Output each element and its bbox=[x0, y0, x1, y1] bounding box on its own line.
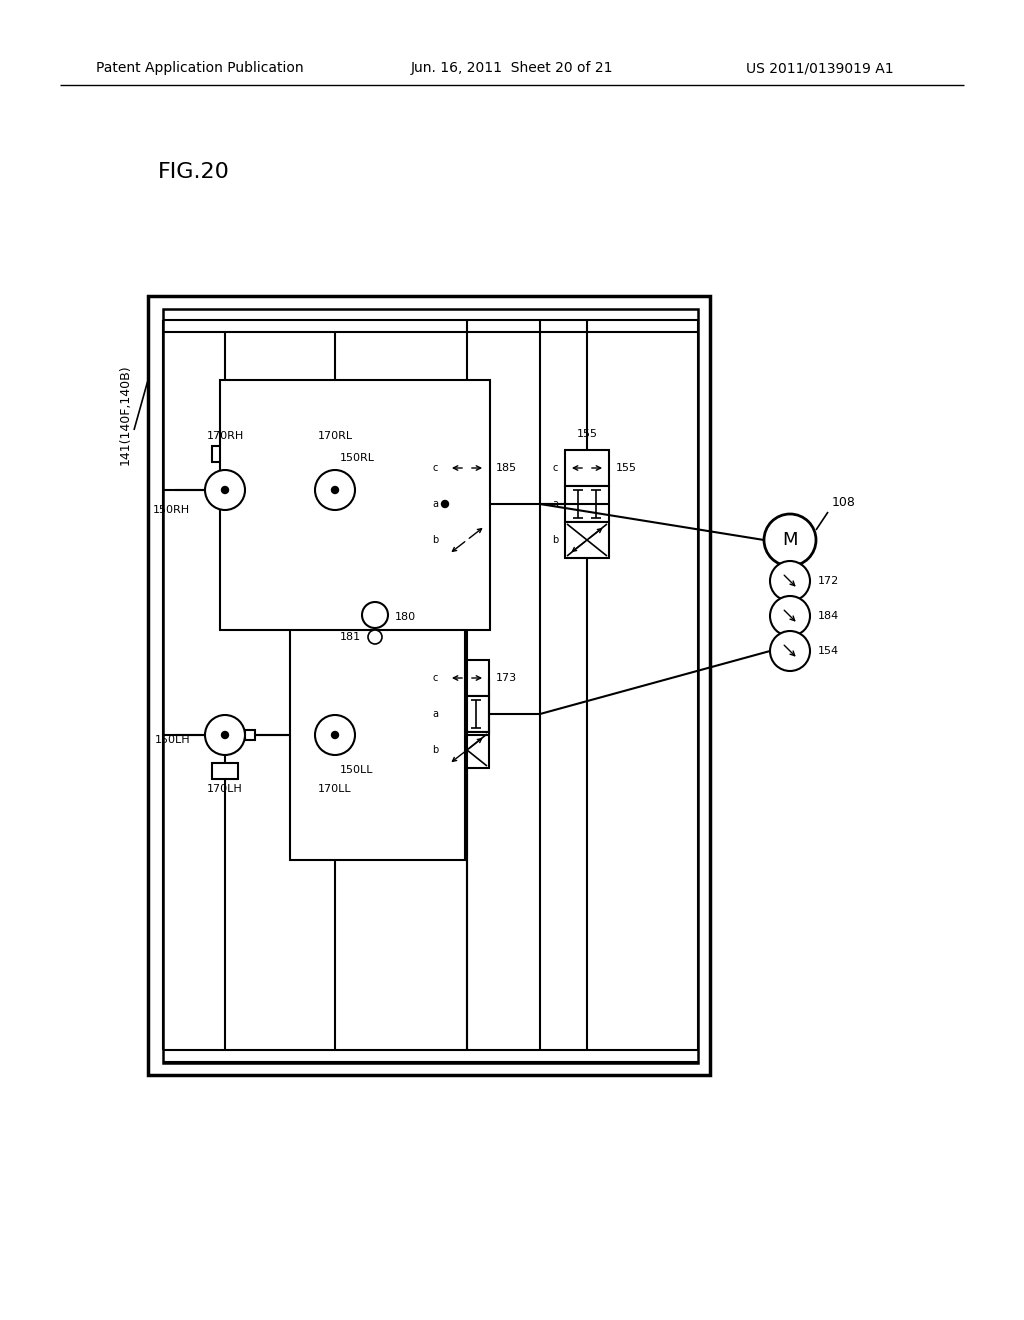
Text: FIG.20: FIG.20 bbox=[158, 162, 229, 182]
Text: 108: 108 bbox=[831, 495, 856, 508]
Text: 150RL: 150RL bbox=[340, 453, 375, 463]
Text: Jun. 16, 2011  Sheet 20 of 21: Jun. 16, 2011 Sheet 20 of 21 bbox=[411, 61, 613, 75]
Text: 150LL: 150LL bbox=[340, 766, 374, 775]
Text: 154: 154 bbox=[818, 645, 839, 656]
Bar bbox=[212, 763, 238, 779]
Text: 170LL: 170LL bbox=[318, 784, 352, 795]
Circle shape bbox=[332, 487, 339, 494]
Circle shape bbox=[770, 631, 810, 671]
Bar bbox=[445, 696, 489, 733]
Bar bbox=[148, 296, 710, 1074]
Bar bbox=[365, 730, 375, 741]
Text: b: b bbox=[432, 744, 438, 755]
Text: a: a bbox=[432, 499, 438, 510]
Text: 173: 173 bbox=[496, 673, 517, 682]
Bar bbox=[445, 486, 489, 521]
Text: 141(140F,140B): 141(140F,140B) bbox=[119, 364, 131, 466]
Circle shape bbox=[221, 731, 228, 738]
Text: US 2011/0139019 A1: US 2011/0139019 A1 bbox=[746, 61, 894, 75]
Text: 150RH: 150RH bbox=[153, 506, 190, 515]
Bar bbox=[322, 446, 348, 462]
Bar bbox=[565, 450, 609, 486]
Circle shape bbox=[315, 715, 355, 755]
Text: b: b bbox=[552, 535, 558, 545]
Text: a: a bbox=[432, 709, 438, 719]
Circle shape bbox=[221, 487, 228, 494]
Text: 170RL: 170RL bbox=[317, 432, 352, 441]
Bar bbox=[355, 484, 365, 495]
Text: c: c bbox=[432, 673, 438, 682]
Text: c: c bbox=[553, 463, 558, 473]
Bar bbox=[445, 450, 489, 486]
Circle shape bbox=[205, 470, 245, 510]
Text: 155: 155 bbox=[616, 463, 637, 473]
Text: 170RH: 170RH bbox=[207, 432, 244, 441]
Text: 180: 180 bbox=[395, 612, 416, 622]
Text: Patent Application Publication: Patent Application Publication bbox=[96, 61, 304, 75]
Text: 184: 184 bbox=[818, 611, 840, 620]
Circle shape bbox=[368, 630, 382, 644]
Bar bbox=[322, 763, 348, 779]
Text: 181: 181 bbox=[340, 632, 361, 642]
Bar bbox=[245, 484, 255, 495]
Bar bbox=[445, 660, 489, 696]
Bar bbox=[365, 484, 375, 495]
Text: 185: 185 bbox=[496, 463, 517, 473]
Text: 155: 155 bbox=[577, 429, 597, 440]
Bar bbox=[445, 521, 489, 558]
Bar bbox=[212, 446, 238, 462]
Circle shape bbox=[362, 602, 388, 628]
Text: a: a bbox=[552, 499, 558, 510]
Text: M: M bbox=[782, 531, 798, 549]
Bar bbox=[565, 486, 609, 521]
Text: c: c bbox=[432, 463, 438, 473]
Circle shape bbox=[764, 513, 816, 566]
Bar bbox=[565, 521, 609, 558]
Bar bbox=[163, 309, 698, 1063]
Circle shape bbox=[770, 561, 810, 601]
Circle shape bbox=[205, 715, 245, 755]
Circle shape bbox=[770, 597, 810, 636]
Circle shape bbox=[332, 731, 339, 738]
Text: 150LH: 150LH bbox=[155, 735, 190, 744]
Bar bbox=[290, 430, 465, 861]
Circle shape bbox=[441, 500, 449, 507]
Circle shape bbox=[315, 470, 355, 510]
Text: 172: 172 bbox=[818, 576, 840, 586]
Bar bbox=[220, 380, 490, 630]
Bar bbox=[355, 730, 365, 741]
Text: b: b bbox=[432, 535, 438, 545]
Bar bbox=[245, 730, 255, 741]
Bar bbox=[445, 733, 489, 768]
Text: 170LH: 170LH bbox=[207, 784, 243, 795]
